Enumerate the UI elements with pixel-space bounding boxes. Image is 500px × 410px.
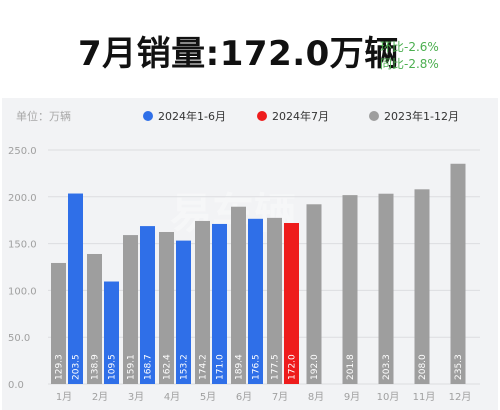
- bar-value-label: 172.0: [288, 354, 298, 380]
- x-tick-label: 1月: [56, 391, 72, 403]
- bar-value-label: 201.8: [346, 354, 356, 380]
- bar-2023: [123, 235, 138, 384]
- legend-swatch: [369, 111, 379, 121]
- bar-2024-jul: [284, 223, 299, 384]
- bar-2023: [414, 189, 430, 384]
- chart-title: 7月销量:172.0万辆: [78, 34, 399, 74]
- x-tick-label: 11月: [413, 391, 436, 403]
- bar-value-label: 189.4: [235, 354, 245, 380]
- x-tick-label: 7月: [272, 391, 288, 403]
- x-axis: 1月 2月 3月 4月 5月 6月 7月 8月 9月 10月 11月 12月: [56, 391, 472, 403]
- bar-value-label: 138.9: [91, 354, 101, 380]
- y-tick-label: 150.0: [8, 240, 37, 251]
- bar-2024: [68, 193, 83, 384]
- bar-value-label: 171.0: [216, 354, 226, 380]
- bar-value-label: 177.5: [271, 354, 281, 380]
- bar-value-label: 109.5: [108, 354, 118, 380]
- bar-value-label: 174.2: [199, 354, 209, 380]
- bar-2023: [231, 206, 246, 384]
- legend-swatch: [143, 111, 153, 121]
- legend-swatch: [257, 111, 267, 121]
- y-tick-label: 200.0: [8, 193, 37, 204]
- bar-value-label: 176.5: [252, 354, 262, 380]
- bar-2023: [51, 262, 66, 384]
- y-tick-label: 250.0: [8, 146, 37, 157]
- bar-2024: [176, 240, 191, 384]
- x-tick-label: 6月: [236, 391, 252, 403]
- bar-value-label: 192.0: [310, 354, 320, 380]
- bar-2024: [140, 226, 155, 384]
- bar-2023: [267, 217, 282, 384]
- bar-2023: [306, 204, 322, 384]
- bars: 129.3 203.5 138.9 109.5 159.1 168.7 162.4 153.2…: [51, 163, 466, 384]
- x-tick-label: 5月: [200, 391, 216, 403]
- y-axis: 0.0 50.0 100.0 150.0 200.0 250.0: [8, 146, 37, 391]
- bar-2023: [159, 231, 174, 384]
- x-tick-label: 4月: [164, 391, 180, 403]
- legend: 2024年1-6月 2024年7月 2023年1-12月: [143, 109, 459, 123]
- bar-2023: [87, 253, 102, 384]
- x-tick-label: 2月: [92, 391, 108, 403]
- bar-value-label: 208.0: [418, 354, 428, 380]
- x-tick-label: 8月: [308, 391, 324, 403]
- gridlines: [48, 149, 480, 385]
- legend-label: 2024年7月: [272, 109, 329, 123]
- x-tick-label: 10月: [377, 391, 400, 403]
- bar-2024: [104, 281, 119, 384]
- bar-2023: [450, 163, 466, 384]
- bar-value-label: 235.3: [454, 354, 464, 380]
- x-tick-label: 9月: [344, 391, 360, 403]
- bar-2023: [195, 220, 210, 384]
- y-tick-label: 50.0: [8, 333, 30, 344]
- legend-label: 2023年1-12月: [384, 109, 459, 123]
- legend-label: 2024年1-6月: [158, 109, 226, 123]
- bar-value-label: 153.2: [180, 354, 190, 380]
- y-tick-label: 0.0: [8, 380, 24, 391]
- bar-2024: [212, 223, 227, 384]
- bar-value-label: 159.1: [127, 354, 137, 380]
- bar-value-label: 129.3: [55, 354, 65, 380]
- x-tick-label: 12月: [449, 391, 472, 403]
- bar-value-label: 203.3: [382, 354, 392, 380]
- yoy-change: 同比-2.8%: [380, 57, 439, 71]
- x-tick-label: 3月: [128, 391, 144, 403]
- bar-value-label: 203.5: [72, 354, 82, 380]
- y-tick-label: 100.0: [8, 286, 37, 297]
- bar-2023: [342, 195, 358, 384]
- bar-2024: [248, 218, 263, 384]
- bar-value-label: 168.7: [144, 354, 154, 380]
- bar-value-label: 162.4: [163, 354, 173, 380]
- mom-change: 环比-2.6%: [380, 40, 439, 54]
- unit-label: 单位：万辆: [16, 109, 71, 123]
- bar-2023: [378, 193, 394, 384]
